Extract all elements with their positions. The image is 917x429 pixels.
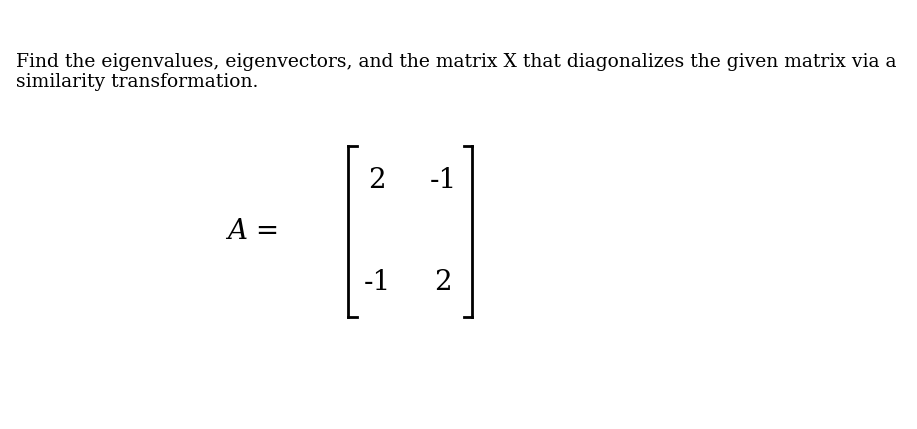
Text: 2: 2 bbox=[369, 167, 386, 194]
Text: 2: 2 bbox=[435, 269, 452, 296]
Text: -1: -1 bbox=[364, 269, 391, 296]
Text: Find the eigenvalues, eigenvectors, and the matrix X that diagonalizes the given: Find the eigenvalues, eigenvectors, and … bbox=[16, 52, 897, 91]
Text: A =: A = bbox=[226, 218, 279, 245]
Text: -1: -1 bbox=[429, 167, 457, 194]
